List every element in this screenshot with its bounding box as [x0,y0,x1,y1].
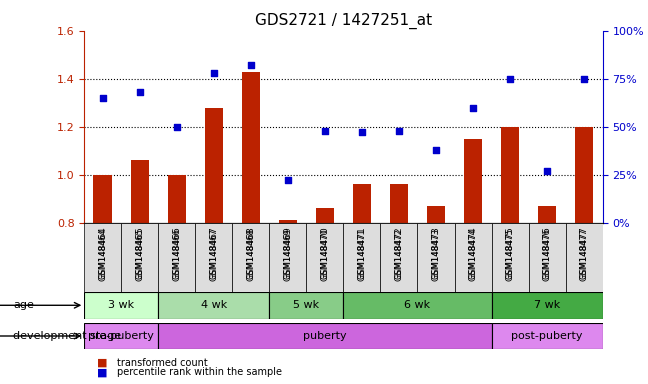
Text: development stage: development stage [13,331,121,341]
FancyBboxPatch shape [195,223,233,292]
Point [246,62,256,68]
FancyBboxPatch shape [417,223,454,292]
Bar [205,108,223,384]
Bar [353,184,371,384]
Point [468,104,478,111]
Text: post-puberty: post-puberty [511,331,583,341]
Bar [130,161,149,384]
Text: GSM148467: GSM148467 [209,226,218,281]
FancyBboxPatch shape [492,292,603,319]
Bar [279,220,297,384]
Point [394,127,404,134]
FancyBboxPatch shape [121,223,158,292]
Text: GSM148474: GSM148474 [469,228,478,279]
Point [542,168,552,174]
Point [579,76,589,82]
Point [135,89,145,95]
FancyBboxPatch shape [158,292,270,319]
FancyBboxPatch shape [84,292,158,319]
Text: percentile rank within the sample: percentile rank within the sample [117,367,282,377]
Text: GSM148470: GSM148470 [320,226,329,281]
FancyBboxPatch shape [380,223,417,292]
Point [357,129,367,136]
Text: GSM148469: GSM148469 [283,226,292,281]
FancyBboxPatch shape [343,292,492,319]
Text: GSM148473: GSM148473 [432,228,441,279]
FancyBboxPatch shape [307,223,343,292]
Text: 5 wk: 5 wk [294,300,319,310]
Bar [168,175,186,384]
Text: GSM148466: GSM148466 [172,226,181,281]
Text: GSM148473: GSM148473 [432,226,441,281]
Bar [427,206,445,384]
FancyBboxPatch shape [454,223,492,292]
Point [283,177,293,184]
Point [98,95,108,101]
Bar [242,71,260,384]
Text: GSM148471: GSM148471 [358,228,367,279]
Bar [93,175,112,384]
Text: GSM148471: GSM148471 [358,226,367,281]
Title: GDS2721 / 1427251_at: GDS2721 / 1427251_at [255,13,432,29]
Text: GSM148472: GSM148472 [395,228,404,279]
Bar [389,184,408,384]
FancyBboxPatch shape [270,223,307,292]
Text: ■: ■ [97,367,108,377]
Bar [464,139,482,384]
Text: GSM148476: GSM148476 [542,228,551,279]
FancyBboxPatch shape [566,223,603,292]
Point [431,147,441,153]
FancyBboxPatch shape [84,323,158,349]
FancyBboxPatch shape [84,223,121,292]
Text: GSM148468: GSM148468 [246,228,255,279]
Text: 4 wk: 4 wk [201,300,227,310]
Point [172,124,182,130]
Bar [575,127,594,384]
Text: GSM148477: GSM148477 [579,226,588,281]
Bar [316,208,334,384]
Text: ■: ■ [97,358,108,368]
FancyBboxPatch shape [343,223,380,292]
FancyBboxPatch shape [492,223,529,292]
Text: GSM148477: GSM148477 [579,228,588,279]
Text: GSM148464: GSM148464 [98,226,108,281]
Text: GSM148475: GSM148475 [505,228,515,279]
FancyBboxPatch shape [158,323,492,349]
Text: 3 wk: 3 wk [108,300,134,310]
FancyBboxPatch shape [158,223,195,292]
Text: GSM148466: GSM148466 [172,228,181,279]
Point [505,76,515,82]
Text: transformed count: transformed count [117,358,207,368]
Text: GSM148476: GSM148476 [542,226,551,281]
Text: GSM148472: GSM148472 [395,226,404,281]
Text: GSM148469: GSM148469 [283,228,292,279]
Text: puberty: puberty [303,331,347,341]
Text: GSM148475: GSM148475 [505,226,515,281]
FancyBboxPatch shape [270,292,343,319]
FancyBboxPatch shape [233,223,270,292]
Bar [501,127,519,384]
Text: GSM148470: GSM148470 [320,228,329,279]
Text: GSM148474: GSM148474 [469,226,478,281]
Text: GSM148465: GSM148465 [135,228,145,279]
Text: GSM148464: GSM148464 [98,228,108,279]
Text: GSM148468: GSM148468 [246,226,255,281]
FancyBboxPatch shape [529,223,566,292]
Text: 6 wk: 6 wk [404,300,430,310]
Point [319,127,330,134]
Text: GSM148465: GSM148465 [135,226,145,281]
FancyBboxPatch shape [492,323,603,349]
Point [209,70,219,76]
Text: pre-puberty: pre-puberty [88,331,154,341]
Text: age: age [13,300,34,310]
Text: GSM148467: GSM148467 [209,228,218,279]
Text: 7 wk: 7 wk [534,300,561,310]
Bar [538,206,557,384]
